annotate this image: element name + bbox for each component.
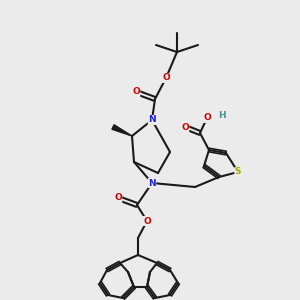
- Text: O: O: [114, 194, 122, 202]
- Text: N: N: [148, 116, 156, 124]
- Text: O: O: [143, 217, 151, 226]
- Text: O: O: [132, 88, 140, 97]
- Text: N: N: [148, 178, 156, 188]
- Polygon shape: [112, 125, 132, 136]
- Text: O: O: [162, 74, 170, 82]
- Text: S: S: [235, 167, 241, 176]
- Text: H: H: [218, 110, 226, 119]
- Text: O: O: [203, 113, 211, 122]
- Text: O: O: [181, 122, 189, 131]
